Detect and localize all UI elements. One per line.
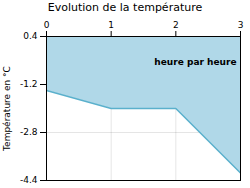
svg-text:-4.4: -4.4 bbox=[20, 175, 38, 185]
svg-text:3: 3 bbox=[238, 20, 244, 30]
svg-text:0: 0 bbox=[44, 20, 50, 30]
svg-text:heure par heure: heure par heure bbox=[154, 57, 236, 67]
svg-text:-1.2: -1.2 bbox=[20, 79, 38, 89]
svg-text:-2.8: -2.8 bbox=[20, 127, 38, 137]
svg-text:2: 2 bbox=[173, 20, 179, 30]
svg-text:0.4: 0.4 bbox=[23, 31, 38, 41]
svg-text:Température en °C: Température en °C bbox=[2, 66, 12, 152]
html-text:Evolution de la température: Evolution de la température bbox=[47, 1, 203, 14]
svg-text:1: 1 bbox=[108, 20, 114, 30]
